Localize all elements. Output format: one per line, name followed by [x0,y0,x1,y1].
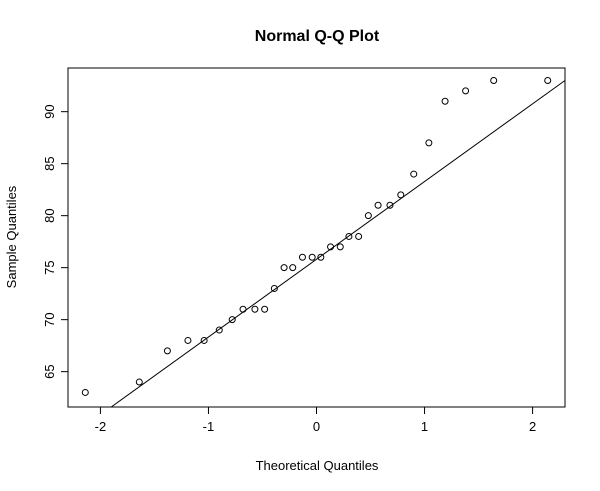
data-point [317,253,325,261]
plot-frame [67,67,566,408]
x-tick-label: -2 [95,419,107,434]
data-point [544,76,552,84]
data-point [215,326,223,334]
data-point [228,316,236,324]
data-points [81,76,552,396]
x-axis-label: Theoretical Quantiles [256,458,379,473]
data-point [364,212,372,220]
x-tick-label: 1 [421,419,428,434]
data-point [184,336,192,344]
y-tick-label: 65 [42,364,57,378]
data-point [163,347,171,355]
data-point [289,264,297,272]
chart-title: Normal Q-Q Plot [255,28,380,45]
data-point [270,284,278,292]
data-point [336,243,344,251]
data-point [490,76,498,84]
y-tick-label: 70 [42,312,57,326]
data-point [298,253,306,261]
reference-line [110,80,566,408]
y-tick-label: 90 [42,104,57,118]
data-point [410,170,418,178]
data-point [308,253,316,261]
data-point [425,139,433,147]
y-tick-label: 80 [42,208,57,222]
x-tick-label: -1 [203,419,215,434]
x-axis: -2 -1 0 1 2 [95,406,536,434]
data-point [81,388,89,396]
data-point [397,191,405,199]
data-point [374,201,382,209]
data-point [345,232,353,240]
data-point [280,264,288,272]
x-tick-label: 2 [529,419,536,434]
y-axis: 65 70 75 80 85 90 [42,104,69,379]
data-point [261,305,269,313]
data-point [441,97,449,105]
y-axis-label: Sample Quantiles [4,185,19,288]
y-tick-label: 75 [42,260,57,274]
data-point [200,336,208,344]
data-point [251,305,259,313]
data-point [239,305,247,313]
data-point [386,201,394,209]
data-point [462,87,470,95]
x-tick-label: 0 [313,419,320,434]
data-point [135,378,143,386]
data-point [355,232,363,240]
y-tick-label: 85 [42,156,57,170]
data-point [327,243,335,251]
